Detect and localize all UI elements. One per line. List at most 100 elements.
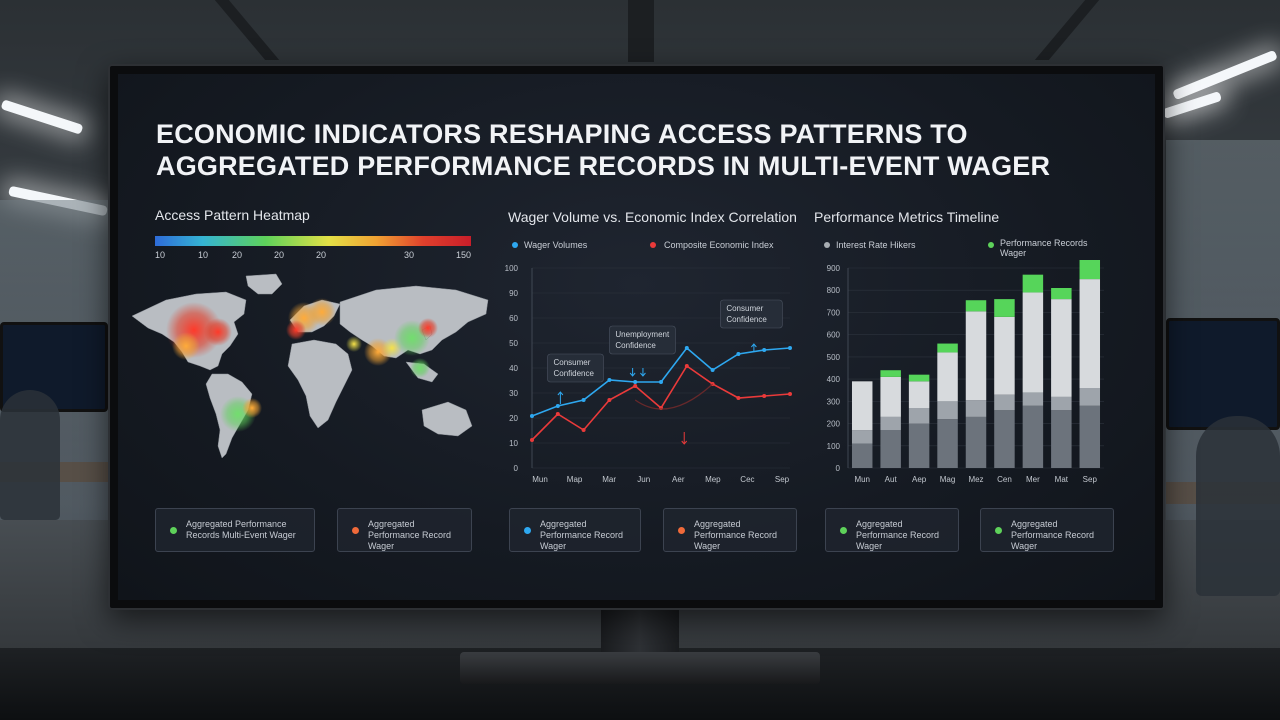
heatmap-color-scale bbox=[155, 236, 471, 246]
legend-dot bbox=[512, 242, 518, 248]
bar-segment bbox=[994, 316, 1015, 395]
data-point bbox=[788, 392, 792, 396]
y-tick-label: 50 bbox=[509, 339, 518, 348]
x-tick-label: Map bbox=[567, 475, 583, 484]
x-tick-label: Mun bbox=[532, 475, 548, 484]
data-point bbox=[710, 368, 715, 372]
x-tick-label: Sep bbox=[775, 475, 790, 484]
bar-segment bbox=[1022, 274, 1044, 293]
bar-legend-performance: Performance Records Wager bbox=[1000, 238, 1088, 258]
annotation-box bbox=[720, 299, 783, 329]
bar-segment bbox=[880, 416, 901, 431]
data-point bbox=[762, 394, 767, 398]
scale-tick: 20 bbox=[316, 250, 327, 260]
heatmap-legend-card-2[interactable]: Aggregated Performance Record Wager bbox=[337, 508, 472, 552]
line-legend-wager: Wager Volumes bbox=[524, 240, 588, 250]
bar-segment bbox=[965, 416, 987, 468]
bar-segment bbox=[994, 299, 1015, 317]
bar-segment bbox=[1051, 396, 1072, 411]
bar-segment bbox=[1079, 388, 1101, 406]
y-tick-label: 30 bbox=[509, 389, 518, 398]
bar-segment bbox=[908, 423, 930, 468]
annotation-arrowhead bbox=[629, 372, 636, 377]
y-tick-label: 300 bbox=[827, 397, 841, 406]
bar-segment bbox=[880, 370, 901, 377]
scale-tick: 10 bbox=[198, 250, 209, 260]
legend-dot bbox=[995, 527, 1002, 534]
y-tick-label: 40 bbox=[509, 364, 518, 373]
scale-tick: 20 bbox=[274, 250, 285, 260]
data-point bbox=[607, 378, 612, 382]
bar-legend-card-1[interactable]: Aggregated Performance Record Wager bbox=[825, 508, 959, 552]
data-point bbox=[555, 412, 560, 416]
legend-dot bbox=[840, 527, 847, 534]
bar-segment bbox=[937, 343, 958, 353]
y-tick-label: 10 bbox=[509, 439, 518, 448]
bar-segment bbox=[908, 381, 930, 408]
data-point bbox=[736, 352, 741, 356]
bar-segment bbox=[908, 408, 930, 424]
data-point bbox=[736, 396, 741, 400]
bar-segment bbox=[880, 430, 901, 468]
x-tick-label: Cen bbox=[997, 475, 1012, 484]
data-point bbox=[633, 384, 638, 388]
annotation-label: Consumer bbox=[553, 358, 590, 367]
bar-segment bbox=[1051, 410, 1072, 468]
annotation-arrowhead bbox=[640, 372, 646, 377]
legend-dot bbox=[524, 527, 531, 534]
x-tick-label: Aep bbox=[912, 475, 927, 484]
data-point bbox=[607, 398, 612, 402]
card-label: Aggregated Performance Record Wager bbox=[1011, 519, 1095, 551]
legend-dot bbox=[352, 527, 359, 534]
ceiling-beam bbox=[1034, 0, 1100, 60]
y-tick-label: 100 bbox=[505, 264, 519, 273]
y-tick-label: 400 bbox=[827, 375, 841, 384]
bar-segment bbox=[994, 394, 1015, 411]
y-tick-label: 100 bbox=[827, 442, 841, 451]
ceiling-beam bbox=[628, 0, 654, 62]
y-tick-label: 800 bbox=[827, 286, 841, 295]
line-legend-card-1[interactable]: Aggregated Performance Record Wager bbox=[509, 508, 641, 552]
annotation-label: Confidence bbox=[553, 369, 594, 378]
annotation-label: Unemployment bbox=[615, 330, 670, 339]
card-label: Aggregated Performance Records Multi-Eve… bbox=[186, 519, 296, 540]
scale-tick: 10 bbox=[155, 250, 166, 260]
legend-dot bbox=[824, 242, 830, 248]
bar-segment bbox=[965, 300, 987, 312]
bar-segment bbox=[1079, 405, 1101, 468]
y-tick-label: 20 bbox=[509, 414, 518, 423]
x-tick-label: Mar bbox=[602, 475, 616, 484]
data-point bbox=[762, 348, 767, 352]
card-label: Aggregated Performance Record Wager bbox=[540, 519, 624, 551]
bar-segment bbox=[851, 381, 873, 431]
data-point bbox=[633, 380, 638, 384]
bar-segment bbox=[1051, 299, 1072, 397]
bar-legend-card-2[interactable]: Aggregated Performance Record Wager bbox=[980, 508, 1114, 552]
bar-segment bbox=[1079, 260, 1101, 280]
bar-segment bbox=[1079, 279, 1101, 388]
heat-spots bbox=[166, 298, 438, 432]
x-tick-label: Mep bbox=[705, 475, 721, 484]
background-person bbox=[0, 390, 60, 520]
bar-segment bbox=[994, 410, 1015, 468]
bar-segment bbox=[851, 443, 873, 468]
ceiling-light bbox=[1172, 49, 1278, 101]
card-label: Aggregated Performance Record Wager bbox=[368, 519, 452, 551]
data-point bbox=[530, 438, 534, 442]
line-legend-card-2[interactable]: Aggregated Performance Record Wager bbox=[663, 508, 797, 552]
card-label: Aggregated Performance Record Wager bbox=[694, 519, 778, 551]
y-tick-label: 500 bbox=[827, 353, 841, 362]
page-title: ECONOMIC INDICATORS RESHAPING ACCESS PAT… bbox=[156, 119, 1051, 181]
x-tick-label: Mun bbox=[854, 475, 870, 484]
scale-tick: 30 bbox=[404, 250, 415, 260]
legend-dot bbox=[678, 527, 685, 534]
ceiling-light bbox=[1161, 90, 1223, 120]
ceiling-beam bbox=[214, 0, 280, 60]
x-tick-label: Aer bbox=[672, 475, 685, 484]
y-tick-label: 200 bbox=[827, 420, 841, 429]
bar-chart-title: Performance Metrics Timeline bbox=[814, 209, 1000, 225]
heatmap-legend-card-1[interactable]: Aggregated Performance Records Multi-Eve… bbox=[155, 508, 315, 552]
bar-segment bbox=[851, 430, 873, 444]
x-tick-label: Aut bbox=[885, 475, 898, 484]
data-point bbox=[530, 414, 534, 418]
